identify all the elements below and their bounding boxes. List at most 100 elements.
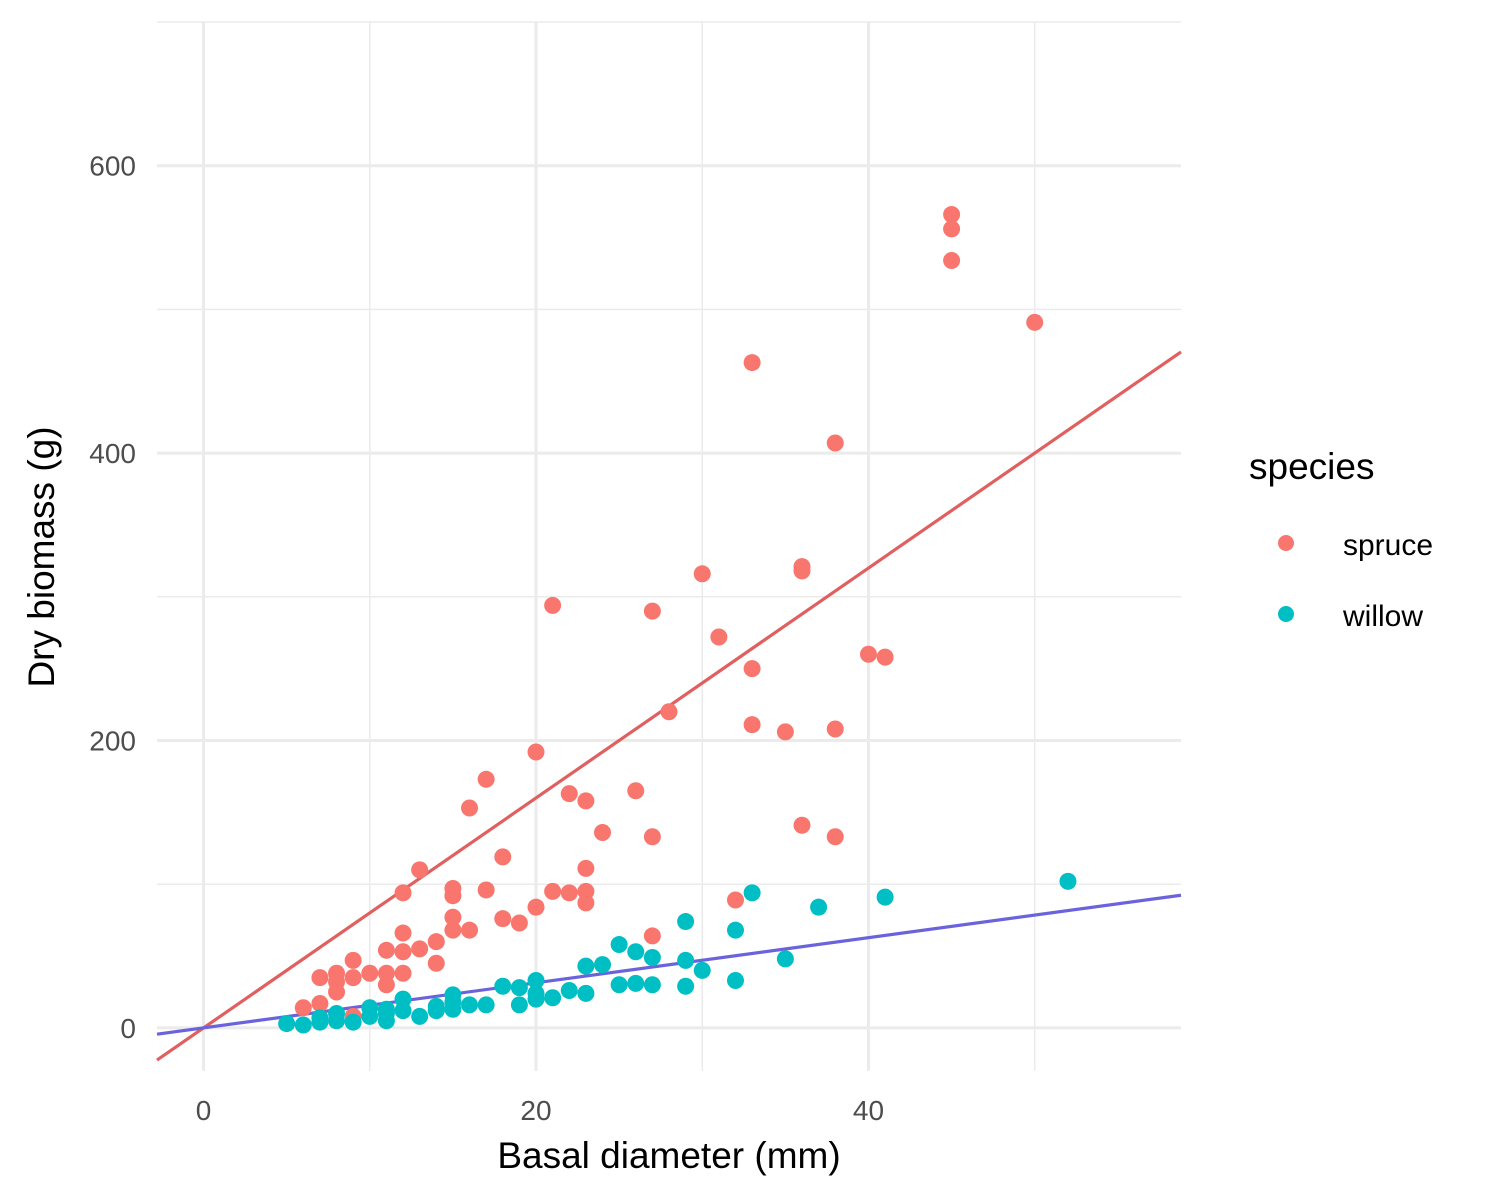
- point-spruce: [427, 933, 445, 951]
- point-spruce: [560, 785, 578, 803]
- point-willow: [361, 999, 379, 1017]
- point-willow: [278, 1015, 296, 1033]
- point-spruce: [427, 954, 445, 972]
- point-willow: [643, 976, 661, 994]
- point-spruce: [560, 884, 578, 902]
- point-spruce: [344, 969, 362, 987]
- point-willow: [677, 913, 695, 931]
- x-axis-title: Basal diameter (mm): [497, 1135, 840, 1176]
- point-spruce: [876, 648, 894, 666]
- point-willow: [627, 943, 645, 961]
- point-willow: [494, 977, 512, 995]
- data-points: [278, 206, 1077, 1034]
- point-spruce: [444, 908, 462, 926]
- point-spruce: [577, 859, 595, 877]
- point-spruce: [461, 799, 479, 817]
- point-willow: [677, 977, 695, 995]
- point-spruce: [943, 220, 961, 238]
- point-willow: [594, 956, 612, 974]
- point-willow: [444, 986, 462, 1004]
- point-willow: [577, 984, 595, 1002]
- point-willow: [344, 1013, 362, 1031]
- point-willow: [643, 948, 661, 966]
- legend: species spruce willow: [1249, 446, 1433, 633]
- x-tick-label: 20: [520, 1095, 551, 1126]
- point-spruce: [793, 816, 811, 834]
- point-spruce: [594, 823, 612, 841]
- legend-key-spruce: [1278, 535, 1294, 551]
- y-tick-label: 200: [89, 725, 136, 756]
- point-willow: [527, 984, 545, 1002]
- point-spruce: [527, 743, 545, 761]
- point-willow: [1059, 872, 1077, 890]
- point-spruce: [544, 882, 562, 900]
- y-tick-label: 0: [120, 1013, 136, 1044]
- y-axis-title: Dry biomass (g): [21, 426, 62, 687]
- point-spruce: [710, 628, 728, 646]
- grid-layer: [157, 21, 1181, 1071]
- point-spruce: [826, 720, 844, 738]
- point-spruce: [544, 596, 562, 614]
- point-willow: [411, 1007, 429, 1025]
- point-willow: [328, 1005, 346, 1023]
- legend-label-spruce: spruce: [1343, 529, 1433, 562]
- point-spruce: [394, 943, 412, 961]
- point-spruce: [377, 964, 395, 982]
- point-willow: [810, 898, 828, 916]
- point-spruce: [477, 881, 495, 899]
- point-spruce: [510, 914, 528, 932]
- point-spruce: [527, 898, 545, 916]
- point-willow: [677, 951, 695, 969]
- point-willow: [377, 1000, 395, 1018]
- x-tick-label: 0: [196, 1095, 212, 1126]
- point-spruce: [793, 558, 811, 576]
- point-spruce: [643, 828, 661, 846]
- point-willow: [577, 957, 595, 975]
- point-willow: [876, 888, 894, 906]
- point-spruce: [693, 565, 711, 583]
- point-spruce: [311, 969, 329, 987]
- point-willow: [610, 936, 628, 954]
- point-spruce: [361, 964, 379, 982]
- point-spruce: [577, 882, 595, 900]
- point-willow: [726, 971, 744, 989]
- y-tick-label: 400: [89, 438, 136, 469]
- point-spruce: [394, 924, 412, 942]
- point-spruce: [643, 927, 661, 945]
- x-tick-label: 40: [853, 1095, 884, 1126]
- point-spruce: [627, 782, 645, 800]
- point-willow: [527, 971, 545, 989]
- point-spruce: [943, 252, 961, 270]
- point-spruce: [377, 941, 395, 959]
- point-willow: [693, 961, 711, 979]
- point-spruce: [743, 716, 761, 734]
- point-spruce: [411, 861, 429, 879]
- point-willow: [427, 997, 445, 1015]
- point-spruce: [411, 940, 429, 958]
- point-spruce: [394, 964, 412, 982]
- point-spruce: [344, 951, 362, 969]
- point-spruce: [743, 354, 761, 372]
- point-spruce: [643, 602, 661, 620]
- point-spruce: [394, 884, 412, 902]
- point-spruce: [726, 891, 744, 909]
- point-willow: [461, 996, 479, 1014]
- point-spruce: [444, 880, 462, 898]
- point-spruce: [776, 723, 794, 741]
- point-spruce: [444, 921, 462, 939]
- point-spruce: [826, 434, 844, 452]
- point-willow: [510, 979, 528, 997]
- point-willow: [394, 990, 412, 1008]
- point-spruce: [577, 792, 595, 810]
- legend-label-willow: willow: [1342, 600, 1423, 633]
- point-spruce: [477, 770, 495, 788]
- point-spruce: [1026, 313, 1044, 331]
- point-spruce: [943, 206, 961, 224]
- point-willow: [726, 921, 744, 939]
- point-willow: [610, 976, 628, 994]
- point-willow: [544, 989, 562, 1007]
- point-spruce: [494, 848, 512, 866]
- point-willow: [311, 1009, 329, 1027]
